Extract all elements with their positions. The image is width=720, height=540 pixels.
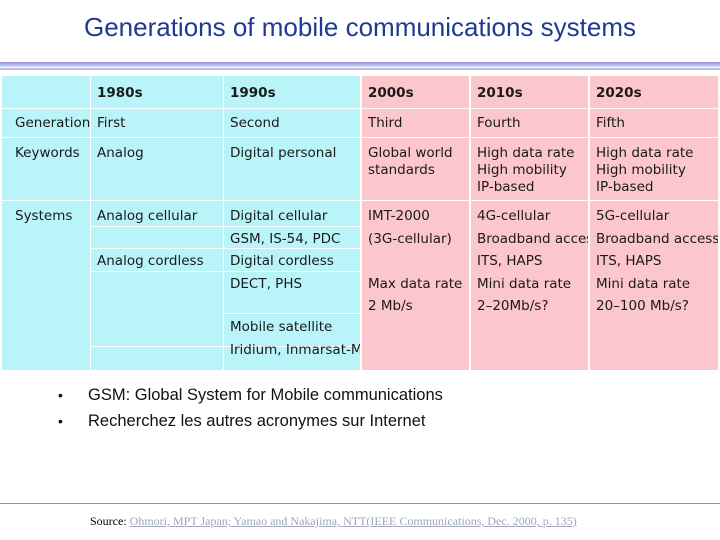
keywords-2020s-line3: IP-based [596,179,654,195]
systems-1990s-line3: Digital cordless [230,253,334,269]
keywords-1980s: Analog [97,145,144,161]
generations-table: 1980s 1990s 2000s 2010s 2020s Generation… [2,76,718,370]
column-1990s [224,76,360,370]
source-link[interactable]: Ohmori, MPT Japan; Yamao and Nakajima, N… [129,514,577,528]
row-divider [2,200,718,201]
keywords-2000s-line2: standards [368,162,435,178]
systems-1990s-line2: GSM, IS-54, PDC [230,231,341,247]
keywords-2010s-line3: IP-based [477,179,535,195]
systems-1980s-line2: Analog cordless [97,253,204,269]
row-label-systems: Systems [15,208,73,224]
systems-2010s-line3: ITS, HAPS [477,253,543,269]
systems-2020s-line2: Broadband access [596,231,718,247]
keywords-2010s-line1: High data rate [477,145,575,161]
label-column [2,76,90,370]
header-2010s: 2010s [477,85,523,101]
list-item: • Recherchez les autres acronymes sur In… [58,408,443,434]
generation-1980s: First [97,115,126,131]
keywords-1990s: Digital personal [230,145,337,161]
bullet-dot: • [58,387,63,403]
source-prefix: Source: [90,514,130,528]
systems-1990s-line4: DECT, PHS [230,276,303,292]
keywords-2000s-line1: Global world [368,145,453,161]
systems-2020s-line4: Mini data rate [596,276,691,292]
bullet-list: • GSM: Global System for Mobile communic… [58,382,443,434]
list-item: • GSM: Global System for Mobile communic… [58,382,443,408]
generation-2020s: Fifth [596,115,625,131]
row-divider [91,226,360,227]
title-divider-thin [0,68,720,70]
generation-2010s: Fourth [477,115,521,131]
row-divider [2,108,718,109]
systems-1990s-line6: Iridium, Inmarsat-M [230,342,360,358]
header-1990s: 1990s [230,85,276,101]
footer-divider [0,503,720,504]
header-2000s: 2000s [368,85,414,101]
systems-2000s-line2: (3G-cellular) [368,231,452,247]
systems-2010s-line2: Broadband access [477,231,588,247]
systems-2010s-line5: 2–20Mb/s? [477,298,549,314]
systems-2010s-line1: 4G-cellular [477,208,551,224]
column-2000s [362,76,469,370]
row-label-keywords: Keywords [15,145,80,161]
row-divider [91,346,360,347]
systems-2020s-line3: ITS, HAPS [596,253,662,269]
header-1980s: 1980s [97,85,143,101]
row-label-generation: Generation [15,115,91,131]
systems-2010s-line4: Mini data rate [477,276,572,292]
keywords-2020s-line2: High mobility [596,162,686,178]
bullet-text: Recherchez les autres acronymes sur Inte… [88,411,426,430]
title-divider [0,62,720,67]
bullet-text: GSM: Global System for Mobile communicat… [88,385,443,404]
column-2020s [590,76,718,370]
column-2010s [471,76,588,370]
row-divider [2,137,718,138]
row-divider [91,248,360,249]
row-divider [91,271,360,272]
slide-title: Generations of mobile communications sys… [83,12,636,42]
systems-2020s-line1: 5G-cellular [596,208,670,224]
generation-1990s: Second [230,115,280,131]
systems-2000s-line1: IMT-2000 [368,208,430,224]
systems-1980s-line1: Analog cellular [97,208,198,224]
generation-2000s: Third [368,115,403,131]
systems-2000s-line3: Max data rate [368,276,463,292]
row-divider [224,313,360,314]
systems-1990s-line1: Digital cellular [230,208,328,224]
bullet-dot: • [58,413,63,429]
header-2020s: 2020s [596,85,642,101]
systems-2000s-line4: 2 Mb/s [368,298,413,314]
systems-2020s-line5: 20–100 Mb/s? [596,298,689,314]
column-1980s [91,76,223,370]
keywords-2010s-line2: High mobility [477,162,567,178]
systems-1990s-line5: Mobile satellite [230,319,333,335]
keywords-2020s-line1: High data rate [596,145,694,161]
source-citation: Source: Ohmori, MPT Japan; Yamao and Nak… [90,514,577,529]
